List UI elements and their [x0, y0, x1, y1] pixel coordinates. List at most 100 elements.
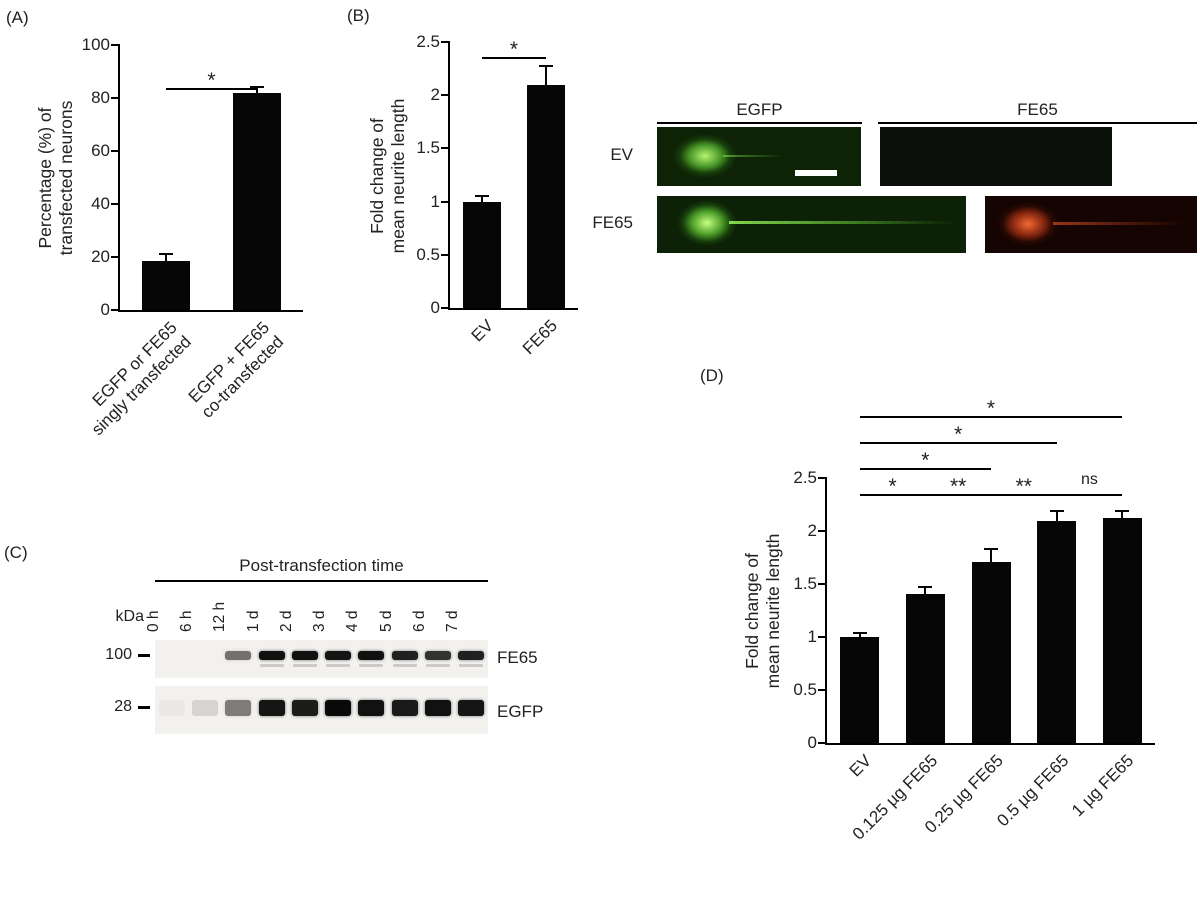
lanelabel: 12 h	[211, 601, 229, 632]
blot-strip-fe65	[155, 640, 488, 678]
yticklabel: 2.5	[416, 32, 440, 51]
blot-title: Post-transfection time	[239, 556, 404, 575]
yticklabel: 1.5	[793, 574, 817, 593]
lanelabel: 1 d	[244, 610, 262, 632]
siglab: *	[986, 397, 996, 420]
sigline	[482, 57, 546, 59]
errcap	[539, 65, 553, 68]
errcap	[250, 86, 265, 89]
bar	[141, 260, 190, 310]
neuron-neurite	[729, 221, 957, 224]
siglab: ns	[1080, 471, 1098, 488]
bar	[527, 84, 565, 308]
yticklabel: 2.5	[793, 468, 817, 487]
bar	[463, 201, 501, 308]
bar	[1102, 518, 1142, 743]
yticklabel: 40	[91, 194, 110, 213]
siglab: *	[888, 475, 897, 498]
yticklabel: 0	[100, 300, 110, 319]
ytick	[441, 147, 450, 150]
scale-bar	[795, 170, 837, 176]
microscopy-row-label-ev: EV	[610, 145, 633, 164]
ytick	[818, 636, 827, 638]
ytick	[818, 742, 827, 744]
panel-label-c: (C)	[4, 543, 28, 562]
panel-label-a: (A)	[6, 8, 29, 27]
subband	[259, 664, 284, 667]
ytick	[441, 41, 450, 43]
band	[458, 651, 485, 660]
panel-label-d: (D)	[700, 366, 724, 385]
ytick	[818, 583, 827, 585]
bar	[840, 637, 880, 743]
errline	[858, 632, 861, 637]
ytick	[111, 44, 120, 46]
yticklabel: 1	[807, 627, 817, 646]
lanelabel: 6 d	[411, 610, 429, 632]
lanelabel: 7 d	[444, 610, 462, 632]
yticklabel: 2	[807, 521, 817, 540]
ytick	[111, 203, 120, 205]
siglab: *	[921, 449, 930, 472]
sigline	[991, 494, 1057, 496]
lanelabel: 2 d	[277, 610, 295, 632]
ytick	[818, 689, 827, 691]
band	[258, 700, 285, 716]
bar	[1037, 521, 1077, 743]
band	[291, 700, 318, 716]
kda-marker-28-dash	[138, 706, 150, 709]
blot-strip-egfp	[155, 686, 488, 734]
errline	[1121, 510, 1124, 519]
sigline	[925, 494, 991, 496]
neuron-image-ev-egfp	[657, 127, 861, 186]
errline	[545, 66, 547, 85]
neuron-neurite	[1053, 222, 1185, 225]
chart-a-y-axis-label: Percentage (%) of transfected neurons	[35, 100, 76, 256]
chart-b-y-axis-label: Fold change of mean neurite length	[367, 98, 408, 254]
subband	[292, 664, 317, 667]
neuron-image-ev-fe65	[880, 127, 1112, 186]
yticklabel: 0	[807, 733, 817, 752]
errline	[164, 254, 167, 261]
neuron-soma	[677, 200, 737, 246]
yticklabel: 20	[91, 247, 110, 266]
neuron-image-fe65-fe65	[985, 196, 1197, 253]
yticklabel: 80	[91, 88, 110, 107]
neuron-neurite	[723, 155, 783, 157]
errline	[1055, 510, 1058, 522]
blot-row-label-fe65: FE65	[497, 648, 538, 667]
subband	[459, 664, 484, 667]
sigline	[859, 442, 1057, 444]
errcap	[158, 253, 173, 256]
lanelabel: 6 h	[177, 610, 195, 632]
lanelabel: 5 d	[377, 610, 395, 632]
band	[191, 700, 218, 716]
yticklabel: 1	[430, 191, 440, 211]
band	[458, 700, 485, 716]
band	[291, 651, 318, 660]
band	[325, 700, 352, 716]
sigline	[859, 416, 1123, 418]
yticklabel: 0.5	[416, 244, 440, 264]
yticklabel: 100	[81, 35, 110, 54]
subband	[359, 664, 384, 667]
siglab: *	[509, 38, 519, 61]
kda-axis-label: kDa	[115, 608, 144, 625]
xlabel: EGFP or FE65 singly transfected	[88, 318, 196, 439]
ytick	[111, 309, 120, 311]
ytick	[441, 200, 450, 203]
band	[325, 651, 352, 660]
yticklabel: 1.5	[416, 138, 440, 158]
ytick	[441, 253, 450, 256]
lanelabel: 0 h	[144, 610, 162, 632]
siglab: **	[1015, 475, 1032, 498]
xlabel: EV	[467, 316, 498, 346]
errcap	[1049, 509, 1064, 512]
bar	[971, 561, 1011, 743]
band	[258, 651, 285, 660]
yticklabel: 0.5	[793, 680, 817, 699]
blot-lane-labels: 0 h 6 h 12 h 1 d 2 d 3 d 4 d 5 d 6 d 7 d	[145, 584, 488, 634]
xlabel: EGFP + FE65 co-transfected	[184, 318, 287, 422]
errcap	[984, 548, 998, 551]
band	[225, 651, 252, 660]
